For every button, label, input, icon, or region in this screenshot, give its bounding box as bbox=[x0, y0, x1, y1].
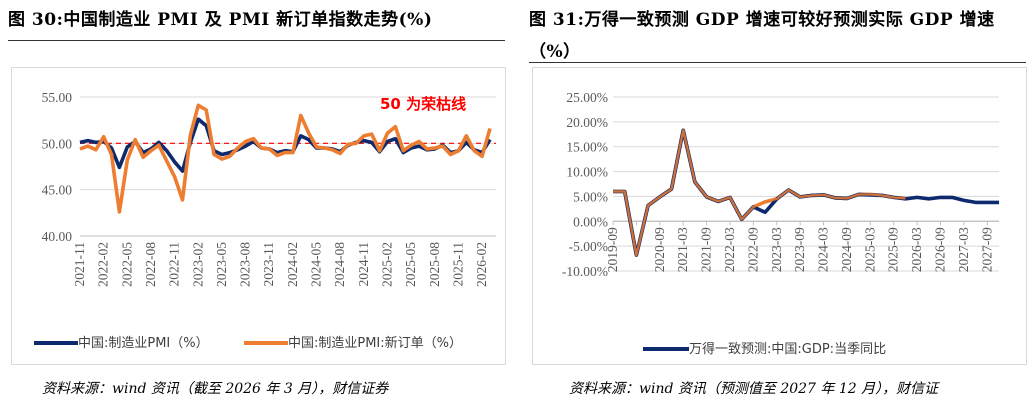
y-tick-label: 10.00% bbox=[566, 165, 608, 180]
series-line-new-orders bbox=[79, 103, 492, 214]
x-tick-label: 2022-08 bbox=[143, 242, 158, 287]
y-tick-label: 0.00% bbox=[573, 214, 608, 229]
x-tick-label: 2023-11 bbox=[261, 242, 276, 287]
x-tick-label: 2020-09 bbox=[652, 227, 667, 272]
series-line-pmi bbox=[79, 117, 492, 173]
x-tick-label: 2025-05 bbox=[403, 242, 418, 287]
x-tick-label: 2024-02 bbox=[285, 242, 300, 287]
x-tick-label: 2024-09 bbox=[839, 227, 854, 272]
x-tick-label: 2021-03 bbox=[675, 227, 690, 272]
x-tick-label: 2021-09 bbox=[699, 227, 714, 272]
series-line-actual-top bbox=[613, 129, 906, 257]
x-tick-label: 2026-09 bbox=[933, 227, 948, 272]
y-tick-label: 20.00% bbox=[566, 115, 608, 130]
x-tick-label: 2025-09 bbox=[886, 227, 901, 272]
x-tick-label: 2022-11 bbox=[167, 242, 182, 287]
x-tick-label: 2023-08 bbox=[238, 242, 253, 287]
x-tick-label: 2023-09 bbox=[792, 227, 807, 272]
y-tick-label: 55.00 bbox=[42, 90, 73, 105]
y-tick-label: -5.00% bbox=[569, 239, 608, 254]
gdp-chart: -10.00% -5.00% 0.00% 5.00% 10.00% 15.00% 20.00… bbox=[562, 90, 999, 357]
x-tick-label: 2024-08 bbox=[332, 242, 347, 287]
x-tick-label: 2027-03 bbox=[956, 227, 971, 272]
x-tick-label: 2025-03 bbox=[862, 227, 877, 272]
source-note: 资料来源：wind 资讯（预测值至 2027 年 12 月），财信证 bbox=[569, 381, 939, 397]
y-tick-label: 5.00% bbox=[573, 189, 608, 204]
x-tick-label: 2025-02 bbox=[380, 242, 395, 287]
y-tick-label: -10.00% bbox=[562, 264, 608, 279]
x-tick-label: 2019-09 bbox=[605, 227, 620, 272]
legend-label-forecast: 万得一致预测:中国:GDP:当季同比 bbox=[689, 341, 886, 357]
x-tick-label: 2023-03 bbox=[769, 227, 784, 272]
x-tick-label: 2022-02 bbox=[96, 242, 111, 287]
x-tick-label: 2021-11 bbox=[72, 242, 87, 287]
figure-panel-gdp: 图 31:万得一致预测 GDP 增速可较好预测实际 GDP 增速（%） -10.… bbox=[529, 0, 1034, 418]
x-tick-label: 2023-02 bbox=[190, 242, 205, 287]
figure-title: 图 31:万得一致预测 GDP 增速可较好预测实际 GDP 增速（%） bbox=[529, 10, 995, 62]
y-tick-label: 15.00% bbox=[566, 140, 608, 155]
chart-area: -10.00% -5.00% 0.00% 5.00% 10.00% 15.00% 20.00… bbox=[532, 67, 1027, 365]
y-tick-label: 25.00% bbox=[566, 90, 608, 105]
annotation-label: 50 为荣枯线 bbox=[380, 95, 466, 113]
legend-label-pmi: 中国:制造业PMI（%） bbox=[78, 336, 209, 351]
x-tick-label: 2022-05 bbox=[119, 242, 134, 287]
x-tick-label: 2026-03 bbox=[909, 227, 924, 272]
x-tick-label: 2024-05 bbox=[309, 242, 324, 287]
y-tick-label: 50.00 bbox=[42, 136, 73, 151]
x-tick-label: 2022-09 bbox=[745, 227, 760, 272]
x-tick-label: 2022-03 bbox=[722, 227, 737, 272]
x-tick-label: 2027-09 bbox=[979, 227, 994, 272]
chart-area: 40.00 45.00 50.00 55.00 2021-11 2022-02 2022-0… bbox=[11, 67, 506, 365]
y-tick-label: 45.00 bbox=[42, 183, 73, 198]
title-rule bbox=[529, 62, 1026, 63]
x-tick-label: 2024-11 bbox=[356, 242, 371, 287]
source-note: 资料来源：wind 资讯（截至 2026 年 3 月），财信证券 bbox=[42, 381, 389, 397]
x-tick-label: 2023-05 bbox=[214, 242, 229, 287]
pmi-chart: 40.00 45.00 50.00 55.00 2021-11 2022-02 2022-0… bbox=[34, 90, 496, 351]
figure-panel-pmi: 图 30:中国制造业 PMI 及 PMI 新订单指数走势(%) 40.00 45.… bbox=[8, 0, 513, 418]
figure-title: 图 30:中国制造业 PMI 及 PMI 新订单指数走势(%) bbox=[8, 10, 433, 30]
x-tick-label: 2025-08 bbox=[427, 242, 442, 287]
y-tick-label: 40.00 bbox=[42, 229, 73, 244]
x-tick-label: 2026-02 bbox=[474, 242, 489, 287]
x-tick-label: 2024-03 bbox=[816, 227, 831, 272]
legend-label-new-orders: 中国:制造业PMI:新订单（%） bbox=[288, 335, 462, 351]
title-rule bbox=[8, 40, 505, 41]
x-tick-label: 2025-11 bbox=[450, 242, 465, 287]
